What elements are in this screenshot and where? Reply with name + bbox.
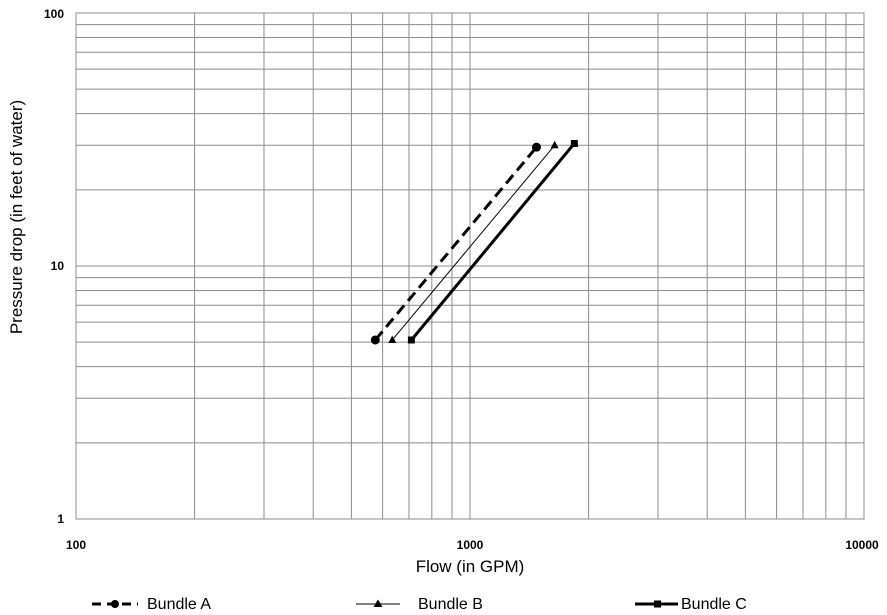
legend-label-bundle-b: Bundle B <box>418 596 483 613</box>
legend-marker-bundle-b <box>373 599 383 607</box>
data-point-bundle-c <box>570 139 578 147</box>
series-layer <box>370 139 578 345</box>
series-bundle-b <box>388 140 559 343</box>
data-point-bundle-b <box>550 140 559 149</box>
y-tick-label: 10 <box>51 259 65 273</box>
data-point-bundle-b <box>388 335 397 343</box>
x-axis-title: Flow (in GPM) <box>416 557 525 576</box>
series-line-bundle-c <box>410 142 576 341</box>
x-tick-label: 10000 <box>845 538 879 552</box>
series-bundle-a <box>370 142 542 345</box>
y-tick-label: 1 <box>57 512 64 526</box>
legend-label-bundle-c: Bundle C <box>681 596 747 613</box>
y-axis-ticks: 1 10 100 <box>44 7 64 526</box>
x-axis-ticks: 100 1000 10000 <box>66 538 879 552</box>
legend-label-bundle-a: Bundle A <box>147 596 211 613</box>
plot-frame <box>75 12 865 520</box>
legend-marker-bundle-c <box>654 600 661 608</box>
series-line-bundle-b <box>391 144 556 341</box>
legend-marker-bundle-a <box>111 600 119 608</box>
legend-item-bundle-b: Bundle B <box>356 596 483 613</box>
grid <box>75 12 865 520</box>
legend-item-bundle-c: Bundle C <box>635 596 747 613</box>
series-bundle-c <box>407 139 578 344</box>
data-point-bundle-a <box>370 335 380 345</box>
data-point-bundle-c <box>407 336 415 344</box>
legend: Bundle A Bundle B Bundle C <box>92 596 747 613</box>
legend-item-bundle-a: Bundle A <box>92 596 211 613</box>
y-axis-title: Pressure drop (in feet of water) <box>7 100 26 334</box>
x-tick-label: 100 <box>66 538 86 552</box>
data-point-bundle-a <box>532 142 542 152</box>
series-line-bundle-a <box>374 146 538 341</box>
x-tick-label: 1000 <box>457 538 484 552</box>
y-tick-label: 100 <box>44 7 64 21</box>
